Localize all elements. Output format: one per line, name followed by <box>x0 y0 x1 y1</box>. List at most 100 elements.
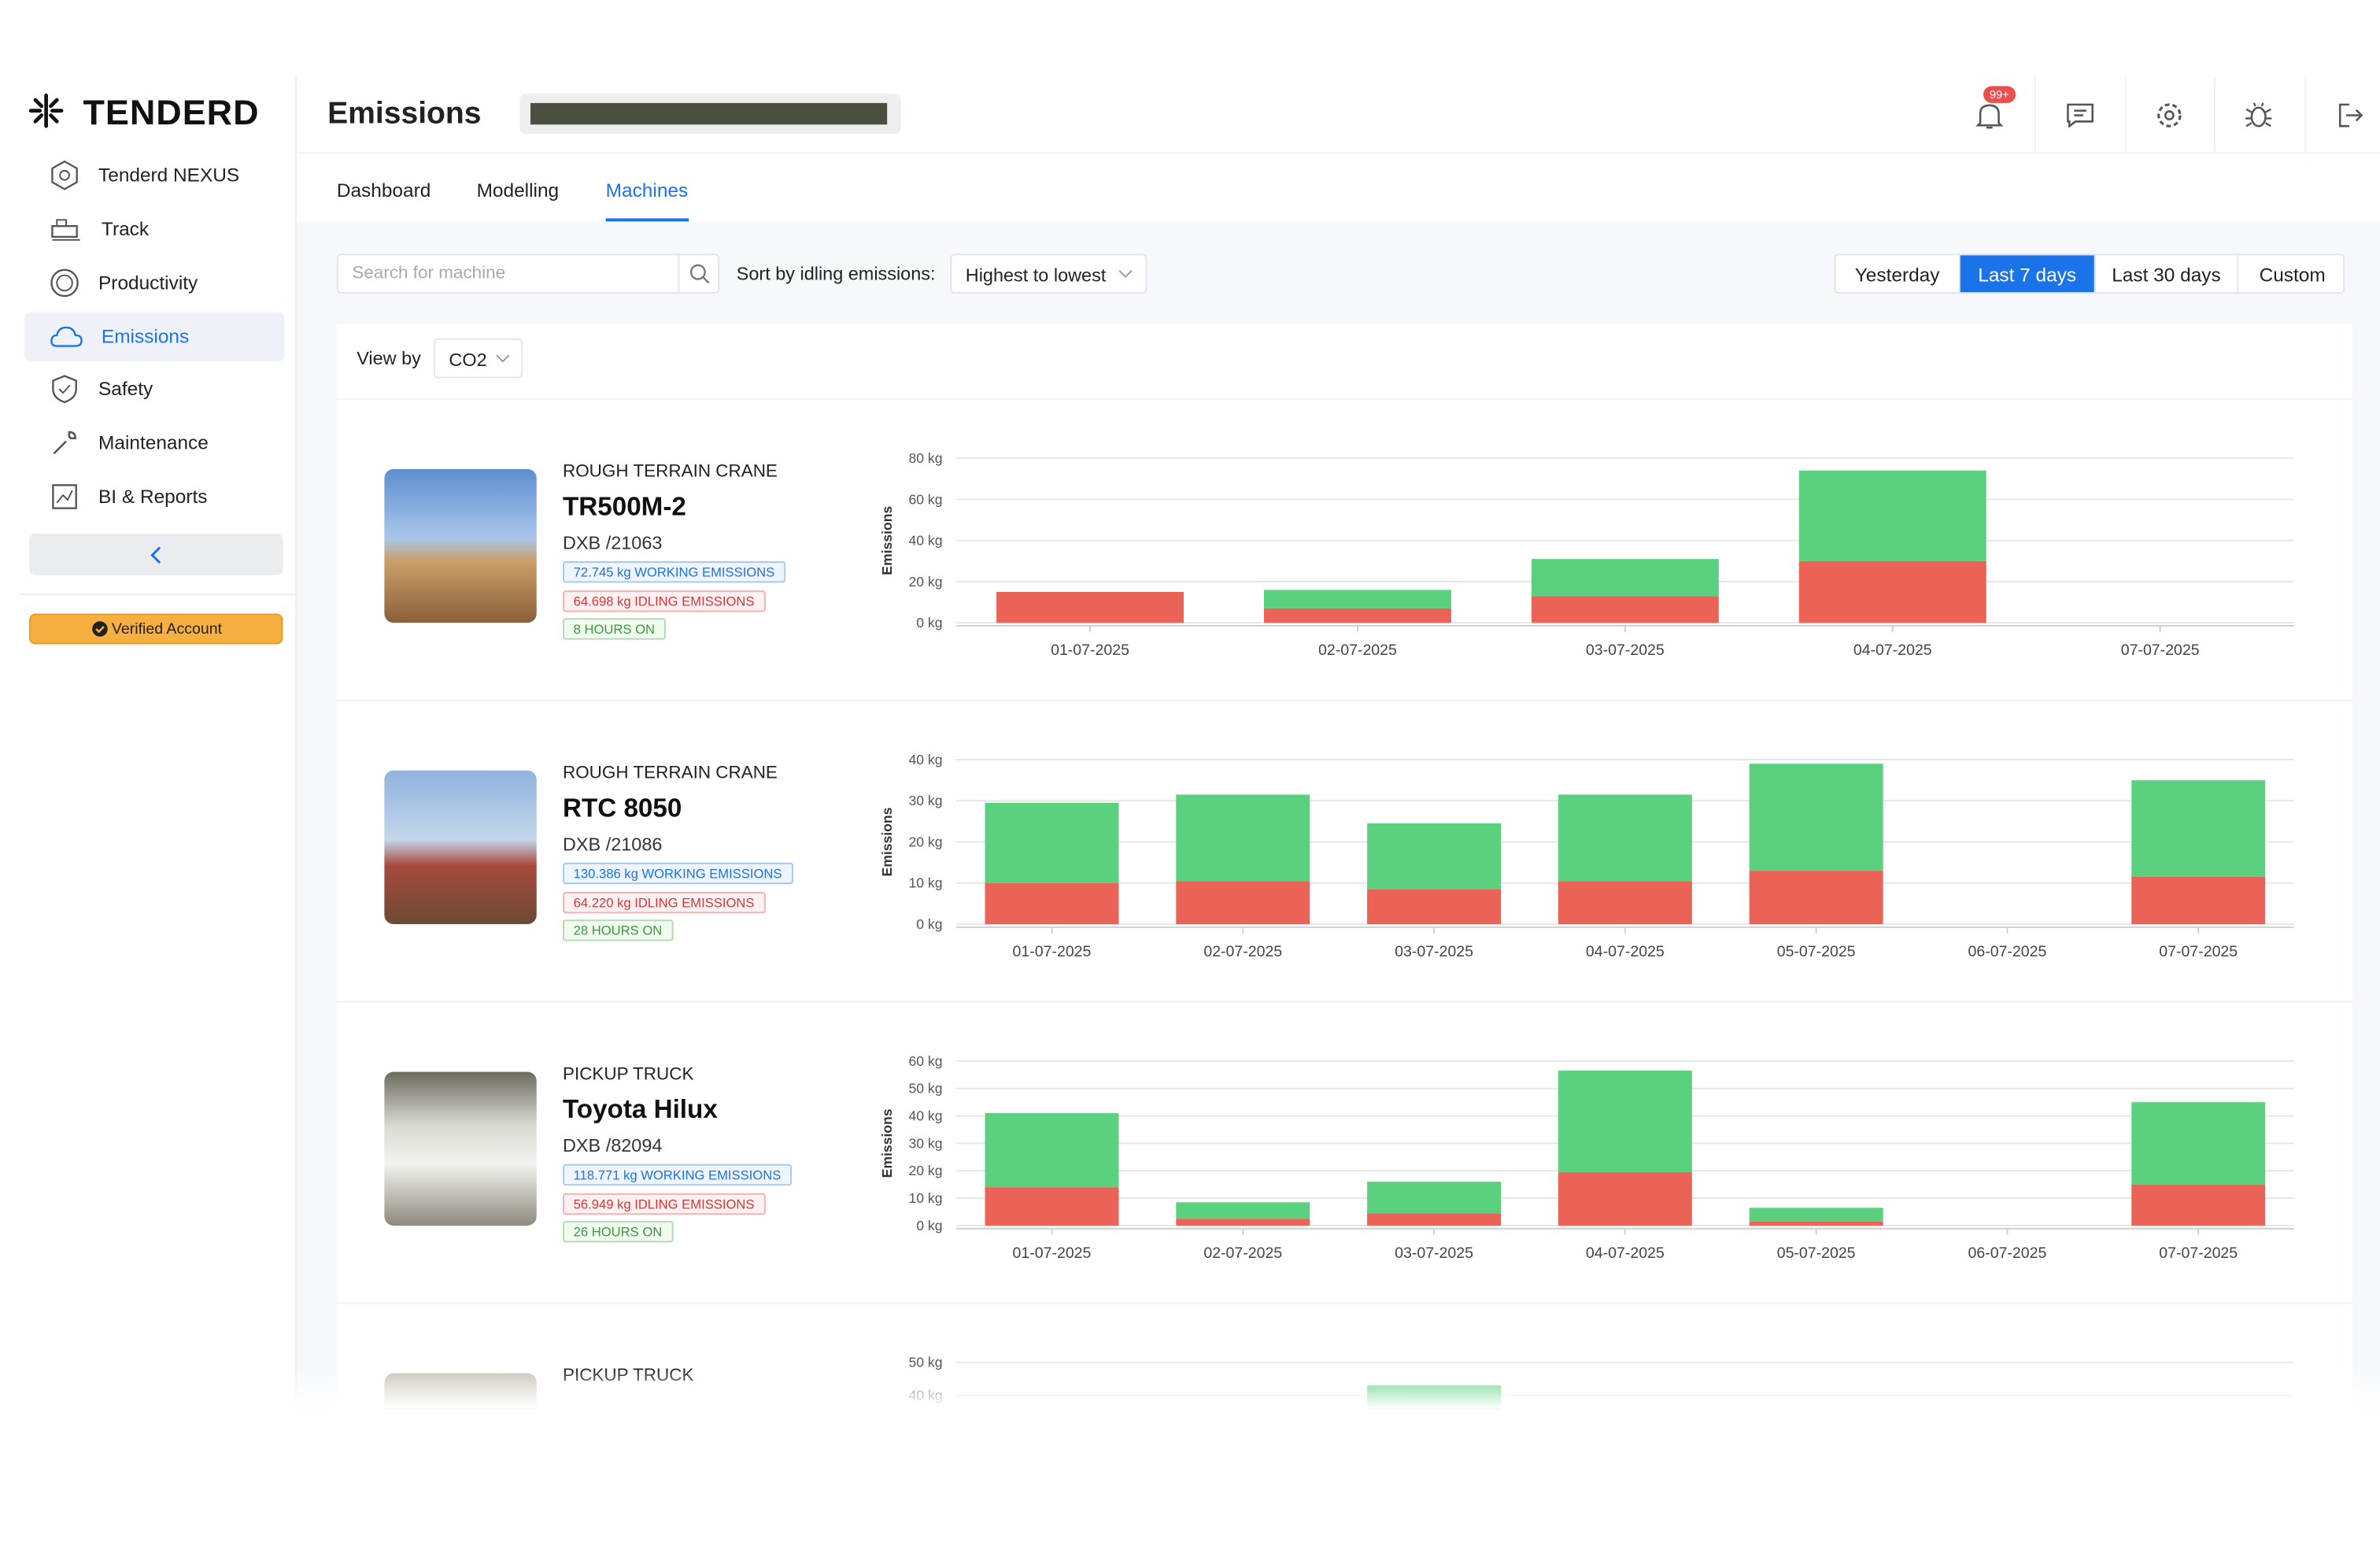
x-tick-label: 01-07-2025 <box>1051 642 1129 659</box>
working-badge: 72.745 kg WORKING EMISSIONS <box>562 561 785 583</box>
chart: Emissions 0 kg 10 kg 20 kg 30 kg 40 kg 50 kg 60… <box>879 1053 2294 1262</box>
divider <box>18 594 296 596</box>
view-by-value: CO2 <box>449 349 487 371</box>
chart: Emissions 0 kg 10 kg 20 kg 30 kg 40 kg 01-07-2… <box>879 752 2294 960</box>
y-tick-label: 10 kg <box>908 875 942 891</box>
logout-icon[interactable] <box>2332 98 2366 132</box>
x-tick-label: 07-07-2025 <box>2159 943 2238 960</box>
y-tick-label: 20 kg <box>908 574 942 590</box>
nav-item[interactable]: Maintenance <box>24 418 284 468</box>
main: Emissions 99+ Dashboard Modelling Machin… <box>297 76 2380 1409</box>
x-tick-label: 04-07-2025 <box>1853 642 1932 659</box>
y-tick-label: 0 kg <box>916 916 942 932</box>
sort-dropdown[interactable]: Highest to lowest <box>950 253 1148 294</box>
bar-segment <box>1798 470 1986 561</box>
nav-label: BI & Reports <box>98 486 208 508</box>
separator <box>2034 76 2036 154</box>
machine-name: RTC 8050 <box>562 793 682 823</box>
nav-label: Maintenance <box>98 431 209 454</box>
collapse-button[interactable] <box>29 533 283 575</box>
y-axis-label: Emissions <box>879 807 895 876</box>
view-by-label: View by <box>357 347 421 369</box>
sort-value: Highest to lowest <box>965 264 1107 287</box>
settings-icon[interactable] <box>2153 98 2186 132</box>
icon <box>52 375 77 404</box>
bell-icon[interactable] <box>1972 98 2006 132</box>
range-button[interactable]: Yesterday <box>1835 255 1961 293</box>
separator <box>2124 76 2127 154</box>
nav-item[interactable]: Track <box>24 205 284 254</box>
bar-segment <box>1749 1208 1883 1222</box>
tab[interactable]: Dashboard <box>336 179 431 202</box>
bar-segment <box>1558 1172 1692 1226</box>
icon <box>52 484 77 509</box>
machine-photo <box>384 770 537 925</box>
x-tick-label: 02-07-2025 <box>1203 943 1282 960</box>
nav-item[interactable]: Productivity <box>24 258 284 308</box>
bar-segment <box>1531 559 1719 597</box>
bar-segment <box>2131 1184 2266 1226</box>
nav-item[interactable]: Emissions <box>24 312 285 362</box>
nav-item[interactable]: Safety <box>24 364 284 414</box>
bar-segment <box>1263 590 1451 608</box>
search-box[interactable]: Search for machine <box>336 253 720 294</box>
hours-badge: 26 HOURS ON <box>562 1221 673 1243</box>
tab[interactable]: Modelling <box>476 179 560 202</box>
nav-item[interactable]: Tenderd NEXUS <box>24 150 284 200</box>
machine-name: TR500M-2 <box>562 492 686 522</box>
range-button[interactable]: Custom <box>2259 264 2326 287</box>
icon <box>150 546 161 564</box>
bar-segment <box>2131 876 2266 925</box>
y-tick-label: 10 kg <box>908 1190 942 1206</box>
bar-segment <box>1558 1071 1692 1173</box>
range-button[interactable]: Last 30 days <box>2096 255 2239 293</box>
bar-segment <box>1749 871 1883 925</box>
bar-segment <box>985 1113 1119 1188</box>
y-tick-label: 80 kg <box>908 450 942 466</box>
x-tick-label: 04-07-2025 <box>1586 1245 1665 1262</box>
bar-segment <box>1367 1213 1502 1226</box>
bug-icon[interactable] <box>2241 98 2275 132</box>
redaction <box>530 102 888 125</box>
search-icon <box>689 264 710 284</box>
view-by-bar: View by CO2 <box>336 324 2352 400</box>
nav-label: Emissions <box>101 326 190 348</box>
sidebar: TENDERD Tenderd NEXUS Track Productivity… <box>0 76 298 1409</box>
icon <box>50 268 79 298</box>
range-button-active[interactable]: Last 7 days <box>1960 255 2096 293</box>
tab-active[interactable]: Machines <box>605 179 689 202</box>
y-tick-label: 20 kg <box>908 1163 942 1178</box>
x-tick-label: 07-07-2025 <box>2121 642 2200 659</box>
working-badge: 118.771 kg WORKING EMISSIONS <box>562 1163 792 1186</box>
working-badge: 130.386 kg WORKING EMISSIONS <box>562 862 793 885</box>
bar-segment <box>2131 1102 2266 1185</box>
nav-item[interactable]: BI & Reports <box>24 472 284 522</box>
nav-label: Track <box>101 218 150 240</box>
nav-label: Productivity <box>98 272 198 294</box>
bar-segment <box>1749 1221 1883 1226</box>
bar-segment <box>1749 764 1883 871</box>
app: TENDERD Tenderd NEXUS Track Productivity… <box>0 76 2380 1409</box>
x-tick-label: 04-07-2025 <box>1586 943 1665 960</box>
bar-segment <box>1558 881 1692 925</box>
verified-label: Verified Account <box>111 620 223 638</box>
header: Emissions 99+ <box>297 76 2380 154</box>
y-tick-label: 40 kg <box>908 752 942 767</box>
x-tick-label: 07-07-2025 <box>2159 1245 2238 1262</box>
view-by-dropdown[interactable]: CO2 <box>433 338 523 379</box>
x-tick-label: 03-07-2025 <box>1586 642 1665 659</box>
bar-segment <box>1367 889 1502 925</box>
logo-icon <box>28 93 64 128</box>
bar-segment <box>1263 608 1451 623</box>
separator <box>2304 76 2307 154</box>
brand: TENDERD <box>83 92 260 133</box>
idling-badge: 64.220 kg IDLING EMISSIONS <box>562 892 766 914</box>
verified-badge: Verified Account <box>29 613 283 645</box>
y-tick-label: 0 kg <box>916 615 942 631</box>
machine-category: ROUGH TERRAIN CRANE <box>562 764 778 783</box>
machine-code: DXB /21063 <box>562 531 663 554</box>
y-tick-label: 60 kg <box>908 491 942 507</box>
message-icon[interactable] <box>2064 98 2097 132</box>
icon <box>51 219 80 241</box>
